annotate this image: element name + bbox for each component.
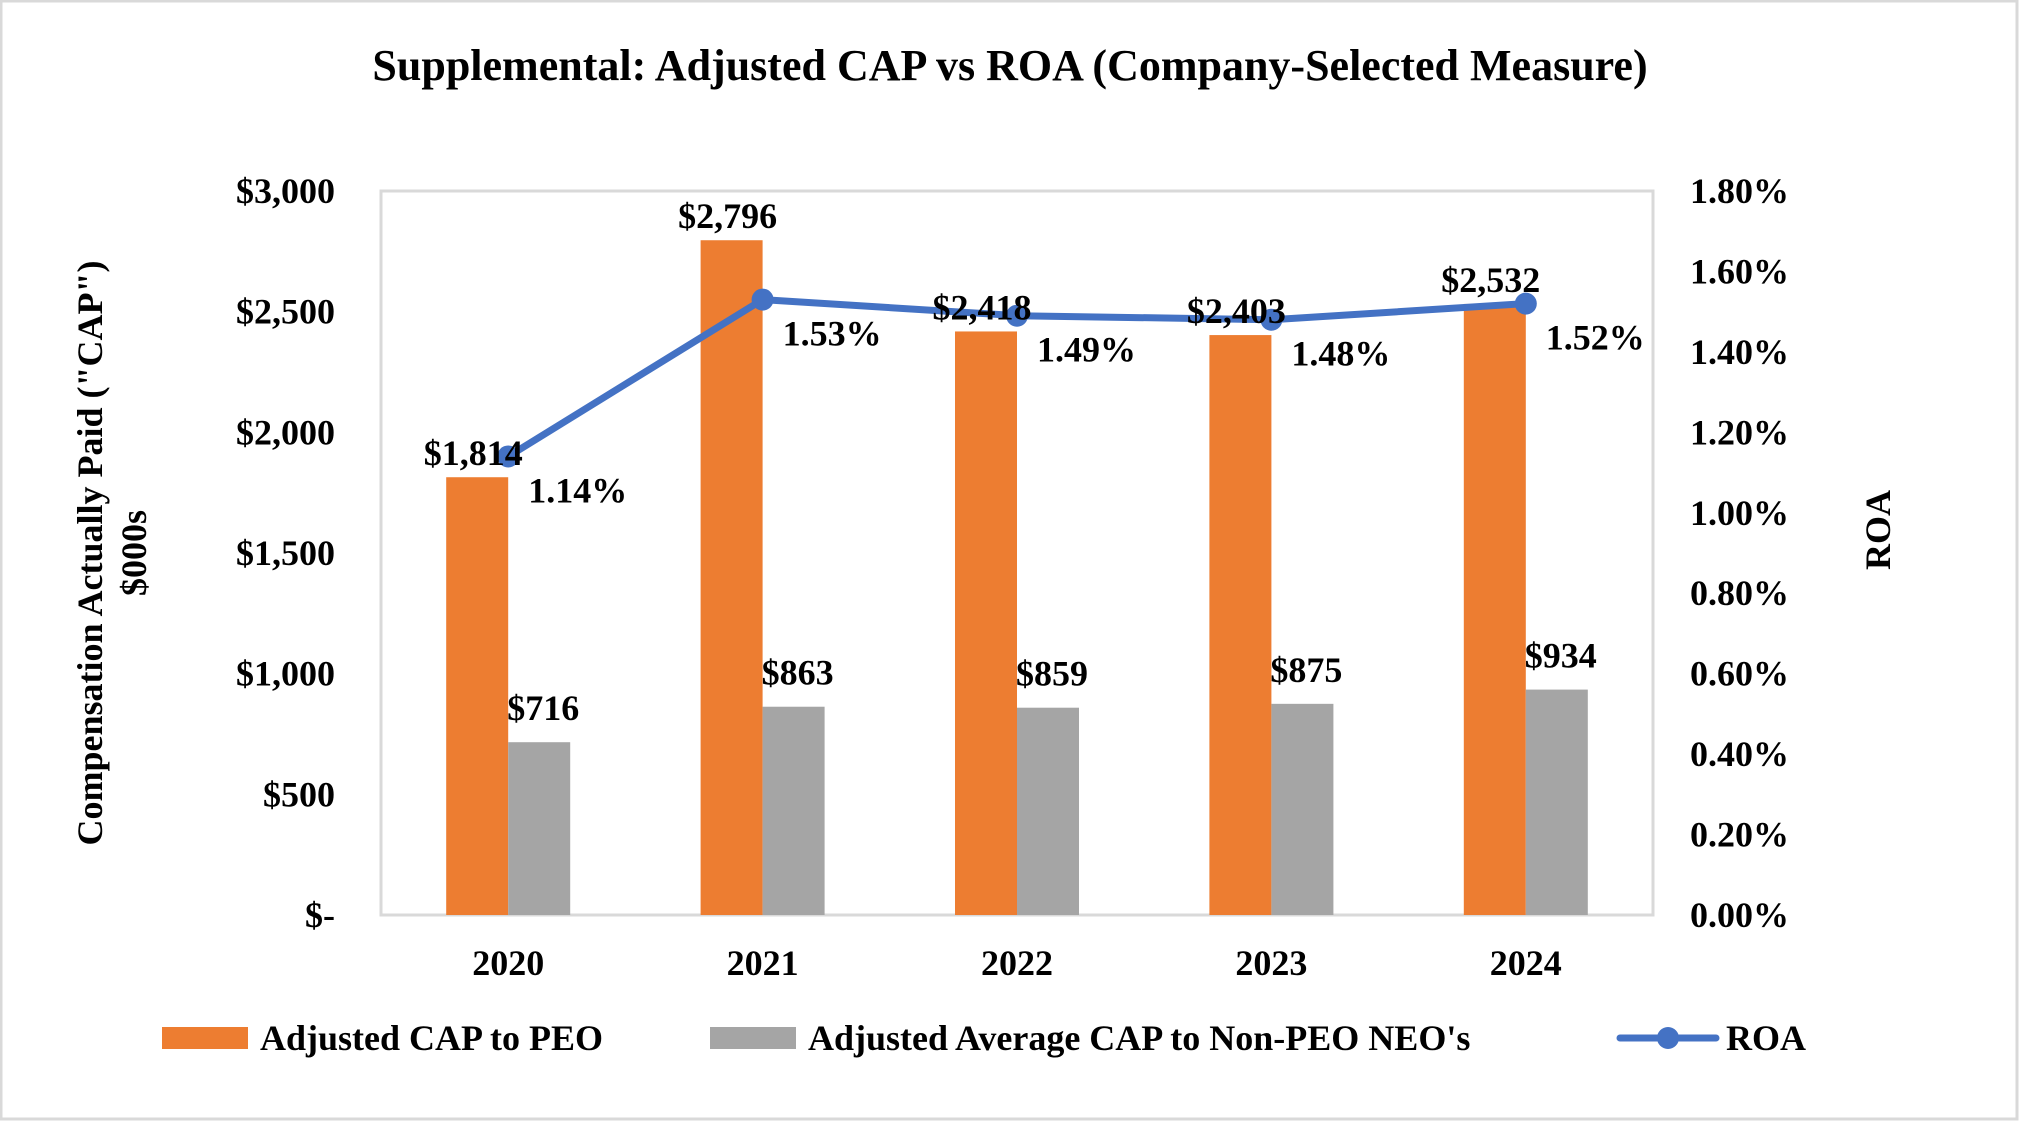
right-tick-label: 1.80% bbox=[1690, 171, 1789, 211]
left-tick-label: $3,000 bbox=[236, 171, 335, 211]
legend-swatch-non-peo bbox=[710, 1027, 796, 1049]
roa-marker bbox=[751, 288, 774, 311]
x-tick-label: 2020 bbox=[472, 943, 544, 983]
right-tick-label: 1.20% bbox=[1690, 412, 1789, 452]
bar-peo bbox=[955, 331, 1017, 915]
bar-non-peo bbox=[1017, 707, 1079, 915]
left-tick-label: $2,000 bbox=[236, 412, 335, 452]
x-tick-label: 2023 bbox=[1235, 943, 1307, 983]
right-tick-label: 0.40% bbox=[1690, 734, 1789, 774]
data-label-peo: $2,418 bbox=[933, 287, 1032, 327]
right-axis-title: ROA bbox=[1858, 490, 1898, 570]
bar-peo bbox=[700, 240, 763, 915]
left-tick-label: $1,500 bbox=[236, 533, 335, 573]
data-label-peo: $2,403 bbox=[1187, 291, 1286, 331]
left-tick-label: $2,500 bbox=[236, 292, 335, 332]
roa-line bbox=[497, 288, 1537, 468]
data-labels: $1,814 $2,796 $2,418 $2,403 $2,532 $716 $863 $8… bbox=[424, 196, 1645, 728]
legend-label-peo: Adjusted CAP to PEO bbox=[260, 1018, 603, 1058]
bar-non-peo bbox=[508, 742, 571, 915]
left-tick-label: $- bbox=[305, 895, 335, 935]
left-axis-title: Compensation Actually Paid ("CAP") $000s bbox=[70, 261, 154, 846]
data-label-roa: 1.53% bbox=[783, 314, 882, 354]
x-axis-labels: 2020 2021 2022 2023 2024 bbox=[472, 943, 1562, 983]
data-label-non-peo: $875 bbox=[1270, 650, 1342, 690]
bar-non-peo bbox=[762, 706, 825, 915]
data-label-roa: 1.49% bbox=[1037, 330, 1136, 370]
legend-label-non-peo: Adjusted Average CAP to Non-PEO NEO's bbox=[808, 1018, 1470, 1058]
right-tick-label: 1.40% bbox=[1690, 332, 1789, 372]
roa-marker bbox=[1006, 304, 1028, 327]
legend-swatch-roa-marker bbox=[1657, 1027, 1679, 1049]
left-axis-title-line2: $000s bbox=[114, 510, 154, 596]
roa-marker bbox=[1514, 292, 1537, 315]
right-tick-label: 0.80% bbox=[1690, 573, 1789, 613]
x-tick-label: 2024 bbox=[1490, 943, 1562, 983]
data-label-roa: 1.48% bbox=[1291, 334, 1390, 374]
x-tick-label: 2022 bbox=[981, 943, 1053, 983]
bar-peo bbox=[1463, 303, 1526, 916]
bar-peo bbox=[1209, 335, 1272, 915]
data-label-non-peo: $934 bbox=[1525, 636, 1597, 676]
chart-title: Supplemental: Adjusted CAP vs ROA (Compa… bbox=[372, 41, 1647, 90]
legend-label-roa: ROA bbox=[1726, 1018, 1806, 1058]
right-tick-label: 0.00% bbox=[1690, 895, 1789, 935]
data-label-peo: $1,814 bbox=[424, 433, 523, 473]
right-tick-label: 1.60% bbox=[1690, 251, 1789, 291]
data-label-roa: 1.52% bbox=[1546, 318, 1645, 358]
roa-marker bbox=[497, 445, 520, 468]
roa-marker bbox=[1260, 308, 1283, 331]
legend-swatch-peo bbox=[162, 1027, 248, 1049]
left-tick-label: $1,000 bbox=[236, 654, 335, 694]
bars bbox=[446, 240, 1588, 916]
right-axis-ticks: 0.00% 0.20% 0.40% 0.60% 0.80% 1.00% 1.20% 1.40%… bbox=[1690, 171, 1789, 935]
right-tick-label: 0.20% bbox=[1690, 815, 1789, 855]
bar-non-peo bbox=[1525, 689, 1588, 915]
left-axis-ticks: $- $500 $1,000 $1,500 $2,000 $2,500 $3,000 bbox=[236, 171, 335, 935]
right-tick-label: 0.60% bbox=[1690, 654, 1789, 694]
left-axis-title-line1: Compensation Actually Paid ("CAP") bbox=[70, 261, 110, 846]
data-label-non-peo: $716 bbox=[507, 688, 579, 728]
data-label-peo: $2,532 bbox=[1441, 260, 1540, 300]
data-label-roa: 1.14% bbox=[528, 470, 627, 510]
legend: Adjusted CAP to PEO Adjusted Average CAP … bbox=[162, 1018, 1806, 1058]
data-label-non-peo: $863 bbox=[762, 653, 834, 693]
right-tick-label: 1.00% bbox=[1690, 493, 1789, 533]
bar-non-peo bbox=[1271, 703, 1334, 915]
bar-peo bbox=[446, 477, 509, 915]
left-tick-label: $500 bbox=[263, 774, 335, 814]
x-tick-label: 2021 bbox=[727, 943, 799, 983]
data-label-peo: $2,796 bbox=[678, 196, 777, 236]
data-label-non-peo: $859 bbox=[1016, 654, 1088, 694]
